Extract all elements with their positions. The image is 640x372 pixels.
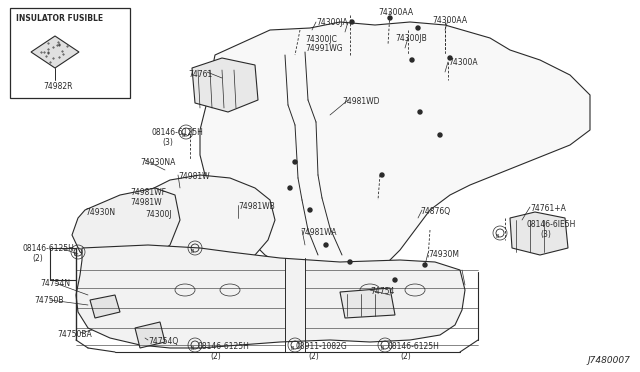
- Polygon shape: [145, 175, 275, 270]
- Circle shape: [418, 110, 422, 114]
- Text: (2): (2): [400, 352, 411, 361]
- Text: 74981WD: 74981WD: [342, 97, 380, 106]
- Text: 74981WA: 74981WA: [300, 228, 337, 237]
- Text: B: B: [380, 346, 384, 350]
- Circle shape: [350, 20, 354, 24]
- Circle shape: [393, 278, 397, 282]
- Text: B: B: [74, 253, 77, 257]
- Text: 74300AA: 74300AA: [432, 16, 467, 25]
- Polygon shape: [192, 58, 258, 112]
- Text: 74761: 74761: [188, 70, 212, 79]
- Text: B: B: [190, 346, 194, 350]
- Circle shape: [410, 58, 414, 62]
- Circle shape: [423, 263, 427, 267]
- Circle shape: [416, 26, 420, 30]
- Text: 74930NA: 74930NA: [140, 158, 175, 167]
- Polygon shape: [31, 36, 79, 68]
- Text: 74981WF: 74981WF: [130, 188, 166, 197]
- Polygon shape: [340, 288, 395, 318]
- Text: (2): (2): [32, 254, 43, 263]
- Polygon shape: [76, 245, 465, 348]
- Polygon shape: [200, 22, 590, 278]
- Text: B: B: [495, 234, 499, 238]
- Text: 74981W: 74981W: [178, 172, 210, 181]
- Circle shape: [308, 208, 312, 212]
- Text: 74300JA: 74300JA: [316, 18, 348, 27]
- Polygon shape: [135, 322, 165, 348]
- Circle shape: [380, 173, 384, 177]
- Bar: [10, 8, 130, 98]
- Text: 74300A: 74300A: [448, 58, 477, 67]
- Text: 74876Q: 74876Q: [420, 207, 450, 216]
- Text: (3): (3): [540, 230, 551, 239]
- Text: 74300J: 74300J: [145, 210, 172, 219]
- Text: 74930M: 74930M: [428, 250, 459, 259]
- Text: B: B: [181, 132, 185, 138]
- Text: 74300JB: 74300JB: [395, 34, 427, 43]
- Text: (3): (3): [162, 138, 173, 147]
- Text: 74300JC: 74300JC: [305, 35, 337, 44]
- Text: B: B: [291, 346, 294, 350]
- Circle shape: [288, 186, 292, 190]
- Text: 74991WG: 74991WG: [305, 44, 342, 53]
- Text: 08911-1082G: 08911-1082G: [296, 342, 348, 351]
- Text: 74981W: 74981W: [130, 198, 162, 207]
- Polygon shape: [510, 212, 568, 255]
- Polygon shape: [90, 295, 120, 318]
- Text: (2): (2): [210, 352, 221, 361]
- Text: 74982R: 74982R: [43, 82, 72, 91]
- Circle shape: [324, 243, 328, 247]
- Text: 08146-6IE5H: 08146-6IE5H: [527, 220, 577, 229]
- Circle shape: [448, 56, 452, 60]
- Text: J7480007: J7480007: [587, 356, 630, 365]
- Text: 08146-6125H: 08146-6125H: [388, 342, 440, 351]
- Text: INSULATOR FUSIBLE: INSULATOR FUSIBLE: [16, 14, 103, 23]
- Text: 08146-6125H: 08146-6125H: [198, 342, 250, 351]
- Text: 08146-6125H: 08146-6125H: [22, 244, 74, 253]
- Polygon shape: [72, 188, 180, 268]
- Text: B: B: [190, 248, 194, 253]
- Circle shape: [293, 160, 297, 164]
- Text: 74981WB: 74981WB: [238, 202, 275, 211]
- Text: 74754: 74754: [370, 287, 394, 296]
- Circle shape: [348, 260, 352, 264]
- Text: 74754Q: 74754Q: [148, 337, 179, 346]
- Text: 74761+A: 74761+A: [530, 204, 566, 213]
- Circle shape: [388, 16, 392, 20]
- Text: 74750B: 74750B: [34, 296, 63, 305]
- Text: 74754N: 74754N: [40, 279, 70, 288]
- Text: 74750BA: 74750BA: [57, 330, 92, 339]
- Text: 74930N: 74930N: [85, 208, 115, 217]
- Text: 74300AA: 74300AA: [378, 8, 413, 17]
- Circle shape: [438, 133, 442, 137]
- Text: 08146-6125H: 08146-6125H: [152, 128, 204, 137]
- Text: (2): (2): [308, 352, 319, 361]
